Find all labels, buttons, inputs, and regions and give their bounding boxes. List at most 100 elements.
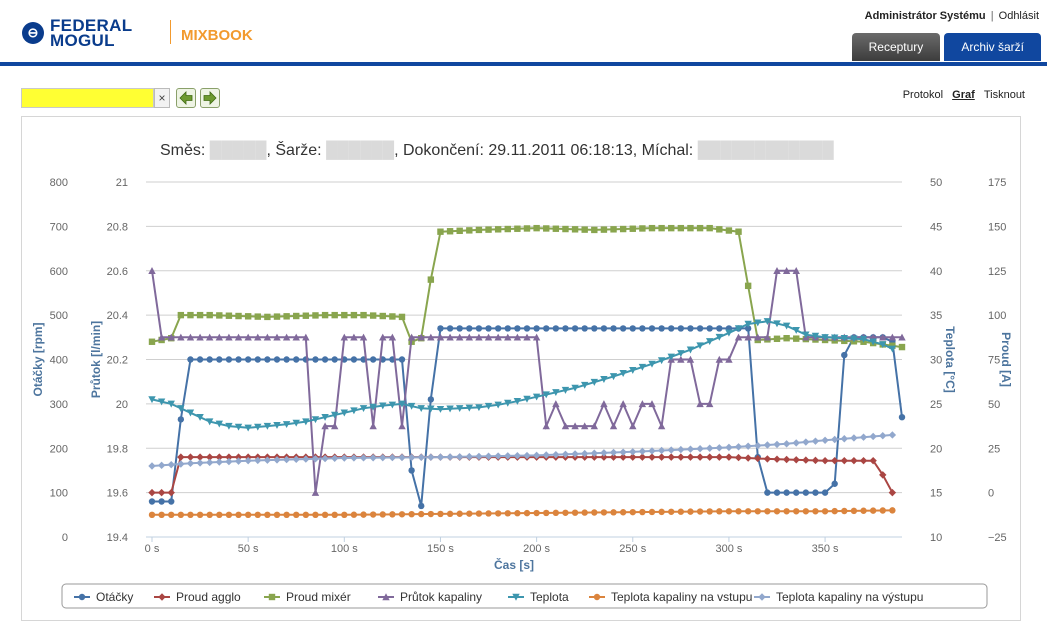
data-point	[705, 400, 714, 408]
data-point	[869, 507, 877, 514]
data-point	[215, 453, 224, 461]
data-point	[561, 386, 570, 394]
logo-line-1: FEDERAL	[50, 16, 133, 35]
data-point	[321, 356, 329, 363]
data-point	[504, 325, 511, 332]
data-point	[744, 282, 752, 290]
y-axis-title: Proud [A]	[999, 332, 1013, 387]
legend-label: Průtok kapaliny	[400, 590, 482, 604]
y-tick-label: 45	[930, 221, 942, 233]
data-point	[590, 422, 599, 430]
data-point	[754, 508, 761, 515]
logo-separator	[170, 20, 171, 44]
y-tick-label: 25	[930, 399, 942, 411]
redacted-value: █████	[210, 140, 267, 160]
data-point	[571, 450, 579, 458]
data-point	[504, 399, 512, 407]
data-point	[168, 498, 175, 505]
data-point	[216, 356, 223, 363]
y-tick-label: 75	[988, 355, 1000, 367]
legend-item: Teplota	[508, 590, 569, 604]
batch-search-input[interactable]	[21, 88, 154, 108]
data-point	[763, 455, 772, 463]
data-point	[782, 455, 791, 464]
data-point	[437, 510, 444, 518]
data-point	[340, 454, 349, 462]
data-point	[773, 335, 781, 342]
tab-receptury[interactable]: Receptury	[851, 33, 941, 61]
data-point	[148, 267, 156, 274]
data-point	[619, 400, 627, 408]
tisknout-link[interactable]: Tisknout	[983, 89, 1025, 101]
data-point	[407, 402, 416, 410]
data-point	[523, 325, 531, 332]
data-point	[273, 421, 281, 429]
data-point	[705, 453, 714, 461]
data-point	[543, 225, 550, 232]
logout-link[interactable]: Odhlásit	[998, 10, 1039, 22]
data-point	[648, 508, 656, 516]
data-point	[773, 440, 781, 449]
data-point	[619, 453, 627, 461]
data-point	[504, 225, 511, 233]
data-point	[782, 267, 791, 274]
data-point	[312, 356, 319, 363]
clear-search-button[interactable]: ×	[154, 88, 170, 108]
data-point	[735, 228, 742, 235]
data-point	[619, 509, 627, 516]
data-point	[263, 333, 272, 341]
data-point	[783, 489, 790, 496]
data-point	[725, 227, 733, 234]
y-tick-label: 10	[930, 532, 942, 544]
protokol-link[interactable]: Protokol	[902, 89, 944, 101]
tab-archiv-sarzi[interactable]: Archiv šarží	[944, 33, 1041, 61]
data-point	[177, 333, 185, 341]
data-point	[514, 510, 521, 517]
data-point	[830, 435, 839, 444]
data-point	[282, 421, 291, 428]
graf-link[interactable]: Graf	[952, 89, 975, 101]
data-point	[590, 378, 599, 386]
data-point	[485, 510, 492, 517]
data-point	[321, 422, 329, 430]
data-point	[734, 333, 743, 341]
data-point	[225, 453, 233, 461]
data-point	[744, 442, 752, 450]
data-point	[388, 333, 397, 341]
data-point	[205, 333, 214, 341]
x-tick-label: 0 s	[145, 543, 160, 555]
y-tick-label: 400	[50, 355, 68, 367]
data-point	[562, 225, 569, 233]
data-point	[561, 450, 570, 458]
data-point	[677, 453, 685, 461]
data-point	[850, 456, 858, 465]
federal-mogul-logo[interactable]: ⊖ FEDERAL MOGUL	[22, 16, 132, 50]
data-point	[504, 452, 512, 460]
data-point	[427, 405, 435, 413]
data-point	[177, 405, 185, 413]
data-point	[687, 224, 694, 232]
data-point	[533, 325, 540, 332]
data-point	[658, 325, 665, 332]
data-point	[898, 413, 906, 421]
data-point	[186, 333, 195, 341]
data-point	[715, 444, 724, 452]
data-point	[148, 462, 156, 470]
data-point	[629, 453, 637, 461]
data-point	[532, 393, 541, 401]
data-point	[619, 370, 627, 377]
y-tick-label: 19.4	[107, 532, 128, 544]
data-point	[244, 456, 252, 465]
next-batch-button[interactable]	[200, 88, 220, 108]
data-point	[850, 507, 858, 515]
data-point	[677, 224, 685, 232]
data-point	[763, 441, 772, 449]
data-point	[696, 508, 704, 515]
legend-marker	[758, 593, 766, 601]
data-point	[475, 333, 483, 341]
y-tick-label: 175	[988, 177, 1006, 189]
data-point	[562, 325, 569, 332]
previous-batch-button[interactable]	[176, 88, 196, 108]
y-tick-label: 300	[50, 399, 68, 411]
data-point	[475, 226, 483, 234]
